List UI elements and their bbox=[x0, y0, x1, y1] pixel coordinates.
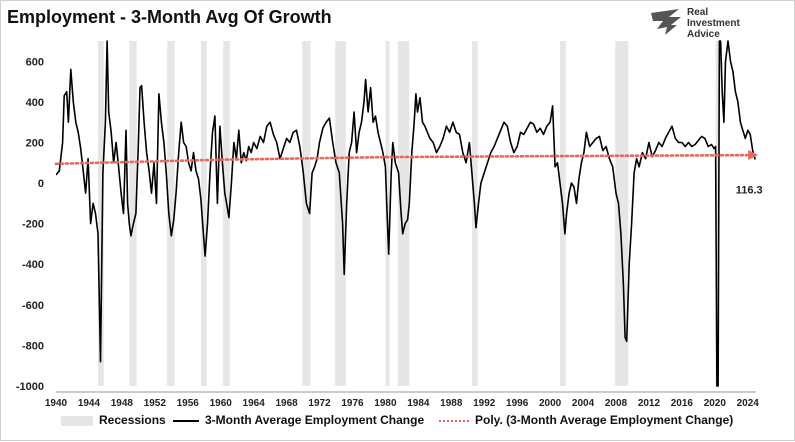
legend-poly-label: Poly. (3-Month Average Employment Change… bbox=[475, 413, 734, 427]
legend-poly: Poly. (3-Month Average Employment Change… bbox=[439, 413, 733, 427]
series-employment-line bbox=[56, 40, 756, 387]
poly-trend-arrowhead bbox=[748, 150, 759, 161]
x-tick-label-21: 2024 bbox=[737, 398, 760, 409]
chart-title: Employment - 3-Month Avg Of Growth bbox=[7, 7, 332, 27]
logo-line-3: Advice bbox=[687, 29, 720, 40]
x-tick-label-18: 2012 bbox=[638, 398, 661, 409]
y-tick-label-2: -600 bbox=[22, 300, 44, 312]
recession-band-3 bbox=[200, 41, 207, 386]
x-tick-label-0: 1940 bbox=[45, 398, 68, 409]
x-tick-label-15: 2000 bbox=[539, 398, 562, 409]
legend-poly-swatch bbox=[439, 419, 469, 422]
logo-line-1: Real bbox=[687, 7, 709, 18]
recession-band-1 bbox=[129, 41, 137, 386]
x-tick-label-13: 1992 bbox=[473, 398, 496, 409]
x-tick-label-12: 1988 bbox=[440, 398, 463, 409]
recession-band-6 bbox=[335, 41, 346, 386]
y-tick-label-5: 0 bbox=[38, 178, 44, 190]
recession-band-12 bbox=[715, 41, 719, 386]
y-tick-label-3: -400 bbox=[22, 259, 44, 271]
y-tick-label-7: 400 bbox=[26, 97, 44, 109]
x-tick-label-14: 1996 bbox=[506, 398, 529, 409]
legend-recessions: Recessions bbox=[61, 413, 166, 427]
y-tick-label-0: -1000 bbox=[16, 381, 44, 393]
x-tick-label-1: 1944 bbox=[78, 398, 101, 409]
recession-band-2 bbox=[167, 41, 175, 386]
recession-band-4 bbox=[223, 41, 230, 386]
recession-band-8 bbox=[397, 41, 410, 386]
last-value-label: 116.3 bbox=[736, 184, 763, 196]
x-tick-label-9: 1976 bbox=[341, 398, 364, 409]
legend: Recessions 3-Month Average Employment Ch… bbox=[61, 413, 761, 431]
x-tick-label-10: 1980 bbox=[374, 398, 397, 409]
x-tick-label-17: 2008 bbox=[605, 398, 628, 409]
x-tick-label-11: 1984 bbox=[407, 398, 430, 409]
logo-text: Real Investment Advice bbox=[687, 7, 740, 40]
x-tick-label-16: 2004 bbox=[572, 398, 595, 409]
legend-recessions-label: Recessions bbox=[99, 413, 166, 427]
x-tick-label-4: 1956 bbox=[177, 398, 200, 409]
x-tick-label-8: 1972 bbox=[308, 398, 331, 409]
legend-employment: 3-Month Average Employment Change bbox=[173, 413, 424, 427]
x-tick-label-2: 1948 bbox=[111, 398, 134, 409]
recession-band-0 bbox=[98, 41, 104, 386]
y-tick-label-1: -800 bbox=[22, 340, 44, 352]
x-tick-label-19: 2016 bbox=[671, 398, 694, 409]
logo-line-2: Investment bbox=[687, 18, 740, 29]
y-tick-label-4: -200 bbox=[22, 219, 44, 231]
x-tick-label-7: 1968 bbox=[275, 398, 298, 409]
eagle-logo-icon bbox=[651, 9, 681, 35]
legend-recessions-swatch bbox=[61, 415, 93, 426]
x-tick-label-3: 1952 bbox=[144, 398, 167, 409]
logo: Real Investment Advice bbox=[649, 5, 759, 45]
legend-employment-label: 3-Month Average Employment Change bbox=[205, 413, 425, 427]
x-tick-label-20: 2020 bbox=[704, 398, 727, 409]
legend-employment-swatch bbox=[173, 419, 199, 422]
series-poly-trend-line bbox=[54, 153, 757, 166]
recession-band-11 bbox=[615, 41, 629, 386]
recession-band-5 bbox=[302, 41, 311, 386]
y-tick-label-8: 600 bbox=[26, 56, 44, 68]
x-tick-label-5: 1960 bbox=[210, 398, 233, 409]
x-tick-label-6: 1964 bbox=[243, 398, 266, 409]
y-tick-label-6: 200 bbox=[26, 137, 44, 149]
